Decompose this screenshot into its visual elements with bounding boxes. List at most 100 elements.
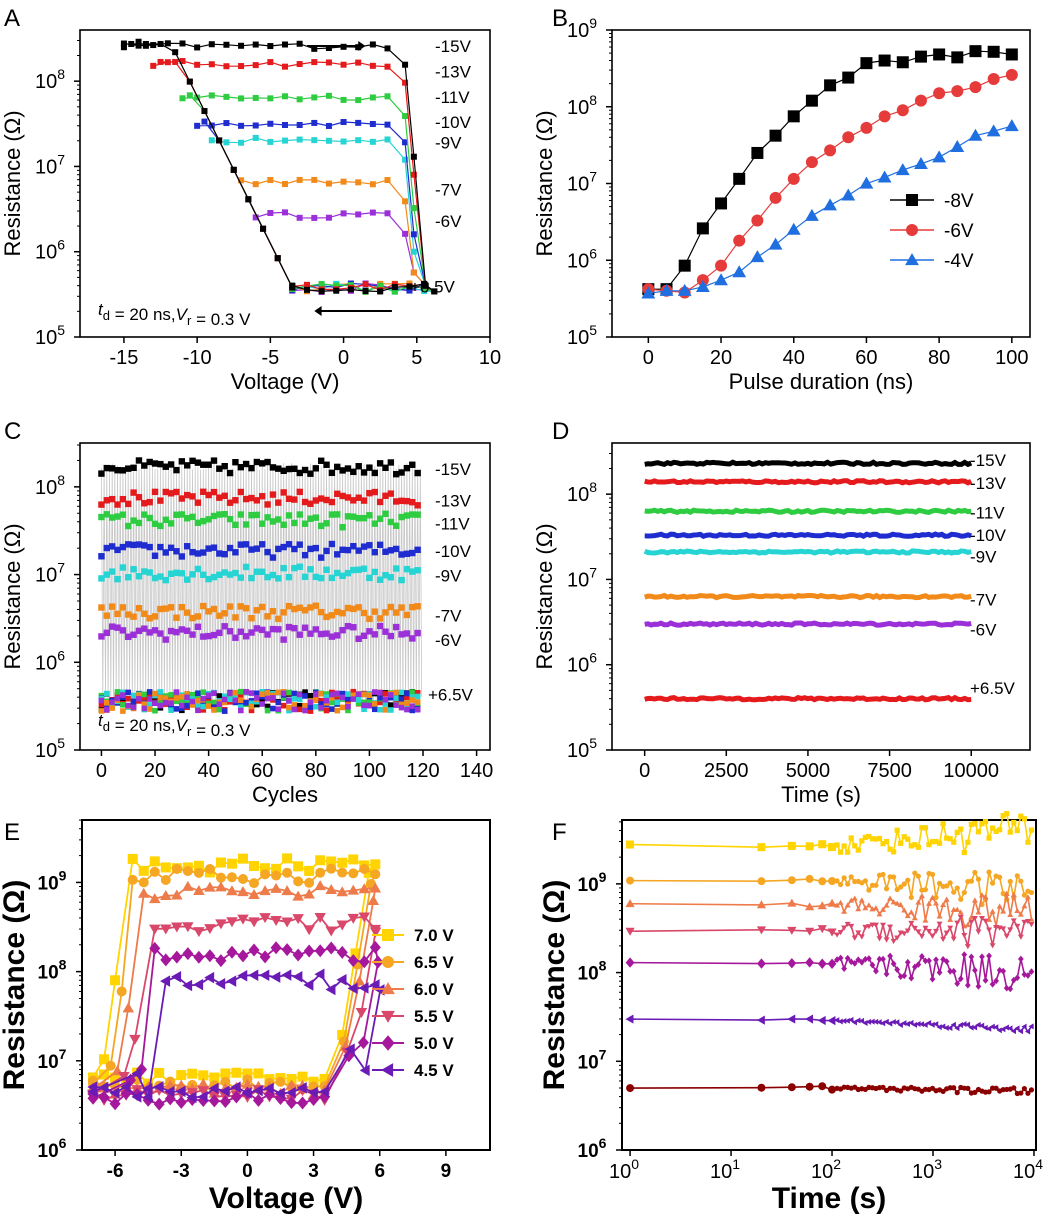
data-point	[371, 568, 378, 576]
data-point	[286, 1073, 297, 1084]
data-point	[406, 283, 413, 290]
data-point	[226, 945, 238, 959]
data-point	[787, 926, 797, 935]
data-point	[211, 699, 217, 706]
data-point	[344, 513, 352, 520]
y-tick-label: 105	[567, 322, 597, 349]
data-point	[296, 136, 303, 143]
data-point	[238, 122, 245, 129]
data-point	[301, 624, 309, 631]
data-point	[241, 1087, 252, 1099]
data-point	[141, 691, 148, 698]
data-point	[291, 545, 298, 553]
legend-label: -4V	[944, 251, 974, 272]
data-point	[933, 956, 939, 964]
data-point	[232, 459, 239, 466]
data-point	[414, 689, 421, 696]
data-point	[114, 695, 121, 702]
data-point	[756, 1015, 765, 1025]
data-point	[311, 119, 318, 126]
data-point	[171, 889, 183, 900]
data-point	[696, 222, 709, 235]
data-point	[98, 697, 105, 704]
data-point	[286, 689, 292, 696]
data-point	[264, 695, 271, 702]
series-label: -10V	[970, 526, 1007, 545]
data-point	[252, 181, 259, 188]
data-point	[275, 545, 282, 553]
data-point	[280, 636, 287, 643]
data-point	[393, 522, 400, 529]
data-point	[282, 180, 288, 187]
series-line--7V	[643, 592, 972, 601]
data-point	[184, 691, 190, 697]
data-point	[382, 696, 389, 703]
x-tick-label: 120	[406, 760, 439, 782]
data-point	[323, 697, 330, 704]
data-point	[901, 881, 907, 887]
data-point	[382, 707, 389, 713]
data-point	[961, 1021, 967, 1028]
data-point	[944, 883, 950, 889]
data-point	[282, 137, 288, 144]
data-point	[933, 900, 940, 906]
data-point	[348, 868, 359, 879]
data-point	[925, 1019, 932, 1026]
data-point	[1007, 1025, 1013, 1032]
data-point	[901, 834, 907, 840]
data-point	[410, 248, 417, 255]
data-point	[947, 836, 953, 842]
data-point	[989, 1023, 995, 1030]
data-point	[388, 707, 394, 713]
data-point	[153, 1097, 165, 1111]
data-point	[880, 955, 886, 963]
data-point	[226, 499, 234, 506]
data-point	[384, 121, 391, 128]
data-point	[950, 139, 965, 152]
data-point	[275, 499, 282, 506]
data-point	[1028, 1023, 1034, 1030]
data-point	[328, 574, 336, 582]
data-point	[151, 613, 159, 620]
data-point	[345, 699, 351, 705]
data-point	[194, 565, 202, 573]
data-point	[858, 1017, 865, 1024]
data-point	[406, 287, 413, 294]
data-point	[838, 849, 844, 855]
data-point	[625, 957, 635, 968]
data-point	[271, 863, 282, 874]
data-point	[926, 957, 932, 965]
data-point	[242, 460, 250, 468]
data-point	[109, 1087, 120, 1099]
data-point	[178, 553, 186, 560]
data-point	[1014, 1025, 1020, 1032]
data-point	[404, 690, 410, 697]
data-point	[200, 571, 207, 578]
data-point	[151, 574, 159, 582]
data-point	[237, 692, 244, 699]
data-point	[862, 1019, 868, 1026]
data-point	[851, 960, 858, 967]
data-point	[252, 122, 259, 129]
data-point	[193, 927, 205, 938]
data-point	[929, 933, 936, 939]
data-point	[223, 139, 230, 146]
data-point	[216, 137, 223, 144]
data-point	[824, 79, 837, 92]
data-point	[269, 608, 277, 615]
data-point	[844, 921, 851, 928]
data-point	[242, 541, 250, 548]
data-point	[823, 198, 837, 211]
data-point	[237, 488, 244, 496]
data-point	[285, 465, 293, 473]
data-point	[325, 137, 332, 144]
data-point	[296, 541, 303, 548]
data-point	[280, 690, 287, 697]
data-point	[200, 633, 207, 640]
x-tick-label: 0	[96, 760, 107, 782]
data-point	[954, 829, 960, 835]
data-point	[344, 465, 352, 472]
data-point	[167, 570, 175, 577]
data-point	[178, 570, 186, 577]
